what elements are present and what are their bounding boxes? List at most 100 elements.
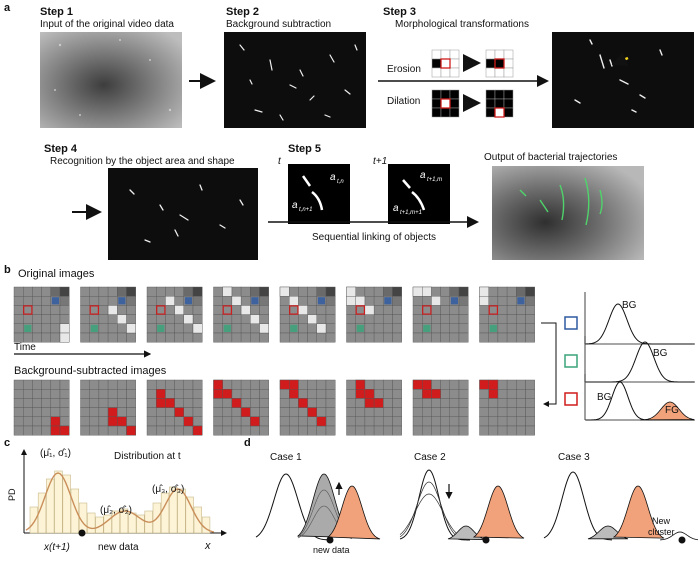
pixel — [98, 296, 109, 306]
pixel — [364, 407, 375, 418]
pixel — [516, 425, 526, 436]
pixel — [165, 314, 175, 325]
pixel — [422, 296, 432, 306]
pixel — [516, 407, 526, 418]
pixel — [80, 314, 90, 325]
pixel — [488, 398, 499, 408]
histogram-bar — [136, 514, 145, 534]
bright-pixel — [183, 314, 194, 325]
pixel — [165, 389, 175, 399]
pixel — [506, 416, 517, 427]
pixel — [192, 286, 203, 297]
pixel — [488, 332, 499, 343]
pixel — [89, 407, 100, 418]
pixel — [174, 425, 185, 436]
pixel — [346, 305, 356, 315]
pixel — [307, 305, 318, 315]
pixel — [325, 398, 336, 408]
histogram-bar — [111, 510, 120, 534]
morph-cell — [431, 89, 442, 100]
pixel — [516, 286, 526, 297]
pixel — [89, 425, 100, 436]
morph-cell — [494, 49, 505, 60]
histogram-bar — [177, 488, 186, 534]
pixel — [431, 398, 441, 408]
pixel — [41, 379, 51, 390]
pixel — [50, 314, 61, 325]
blue-pixel — [184, 297, 192, 305]
original-frame — [213, 286, 269, 343]
trajectory-frame — [492, 166, 644, 260]
foreground-pixel — [183, 416, 194, 427]
foreground-pixel — [240, 407, 251, 418]
pixel — [107, 286, 118, 297]
pixel — [525, 407, 535, 418]
pixel — [240, 332, 251, 343]
pixel — [289, 398, 299, 408]
pixel — [488, 286, 499, 297]
histogram-bar — [62, 474, 71, 534]
bright-pixel — [222, 286, 233, 297]
pixel — [488, 416, 499, 427]
foreground-pixel — [279, 379, 290, 390]
pixel — [41, 332, 51, 343]
pixel — [383, 389, 393, 399]
pixel — [146, 323, 157, 334]
pixel — [250, 332, 260, 343]
red-pixel-frame — [156, 305, 166, 315]
pixel — [23, 286, 33, 297]
pixel — [240, 425, 251, 436]
frame-speckles — [54, 39, 172, 116]
red-pixel-frame — [488, 305, 499, 315]
pixel — [373, 425, 384, 436]
foreground-pixel — [165, 398, 175, 408]
pixel — [525, 286, 535, 297]
subtracted-frame — [13, 379, 70, 436]
pixel — [222, 425, 233, 436]
original-frame — [146, 286, 203, 343]
pixel — [355, 314, 366, 325]
morph-cell — [449, 49, 460, 60]
case2-label: Case 2 — [414, 452, 446, 463]
pixel — [431, 323, 441, 334]
label-a-t-n: a — [330, 172, 336, 183]
foreground-pixel — [126, 425, 136, 436]
bg-curve-1 — [585, 303, 694, 345]
morph-cell — [440, 58, 451, 69]
pixel — [346, 425, 356, 436]
pixel — [449, 425, 460, 436]
step2-caption: Background subtraction — [226, 19, 331, 30]
pixel — [80, 296, 90, 306]
pixel — [165, 305, 175, 315]
new-data-label: new data — [98, 542, 139, 553]
original-frame — [279, 286, 336, 343]
bright-pixel — [479, 296, 489, 306]
pixel — [497, 416, 508, 427]
foreground-pixel — [488, 389, 499, 399]
bacteria-dots-step2 — [239, 44, 358, 121]
pixel — [431, 379, 441, 390]
pixel — [412, 407, 423, 418]
pixel — [392, 389, 402, 399]
pixel — [183, 379, 194, 390]
green-pixel-marker — [564, 354, 578, 368]
bright-pixel — [298, 305, 308, 315]
pixel — [13, 305, 24, 315]
pixel — [279, 323, 290, 334]
pixel — [440, 416, 451, 427]
pixel — [213, 398, 223, 408]
foreground-pixel — [192, 425, 203, 436]
pixel — [146, 407, 157, 418]
blue-pixel — [251, 297, 259, 305]
dist3-bg-label: BG — [597, 392, 612, 403]
pixel — [183, 332, 194, 343]
pixel — [298, 389, 308, 399]
case1-new-data-point — [326, 536, 334, 544]
pixel — [32, 407, 42, 418]
object-t1-m — [402, 179, 411, 189]
foreground-pixel — [231, 398, 242, 408]
morph-cell — [440, 98, 451, 109]
pixel — [250, 398, 260, 408]
pixel — [431, 286, 441, 297]
pixel — [13, 314, 24, 325]
